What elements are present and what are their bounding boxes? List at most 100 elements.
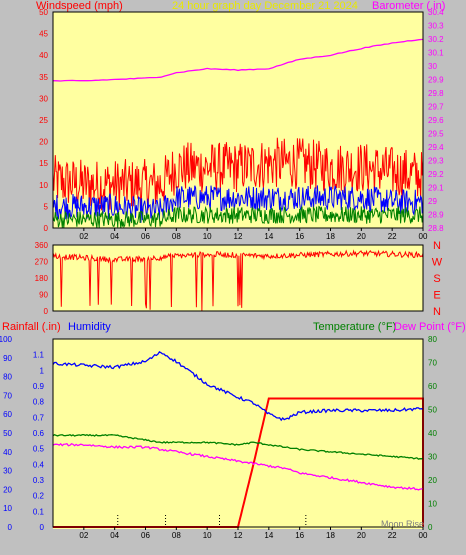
dewpoint-line bbox=[52, 442, 424, 491]
barometer-tick-label: 29.1 bbox=[428, 184, 444, 193]
humidity-tick-label: 50 bbox=[3, 429, 12, 438]
temperature-tick-label: 0 bbox=[428, 523, 433, 532]
compass-label: N bbox=[433, 306, 441, 318]
windspeed-tick-label: 30 bbox=[39, 94, 48, 103]
humidity-tick-label: 10 bbox=[3, 504, 12, 513]
moon-rise-label: Moon Rise bbox=[381, 519, 424, 529]
x-tick-label: 20 bbox=[357, 232, 366, 241]
humidity-title: Humidity bbox=[68, 321, 111, 333]
windspeed-gust-line bbox=[52, 137, 424, 211]
x-tick-label: 16 bbox=[295, 531, 304, 540]
barometer-tick-label: 29.8 bbox=[428, 89, 444, 98]
x-tick-label: 22 bbox=[388, 531, 397, 540]
x-tick-label: 04 bbox=[110, 531, 119, 540]
compass-label: E bbox=[433, 290, 440, 302]
compass-label: N bbox=[433, 240, 441, 252]
windspeed-tick-label: 0 bbox=[44, 224, 49, 233]
rain-humidity-temp-axes: 010203040506070809010000.10.20.30.40.50.… bbox=[0, 335, 437, 540]
rainfall-tick-label: 1 bbox=[40, 366, 45, 375]
compass-label: W bbox=[432, 257, 443, 269]
direction-tick-label: 90 bbox=[39, 291, 48, 300]
x-tick-label: 02 bbox=[79, 531, 88, 540]
windspeed-tick-label: 10 bbox=[39, 181, 48, 190]
temperature-tick-label: 10 bbox=[428, 500, 437, 509]
windspeed-tick-label: 35 bbox=[39, 73, 48, 82]
windspeed-minimum-line bbox=[52, 205, 424, 229]
wind-barometer-series bbox=[52, 38, 424, 229]
rainfall-title: Rainfall (.in) bbox=[2, 321, 61, 333]
barometer-tick-label: 30.2 bbox=[428, 35, 444, 44]
rainfall-tick-label: 0.2 bbox=[33, 492, 45, 501]
rainfall-tick-label: 0.9 bbox=[33, 382, 45, 391]
graph-date-title: 24 hour graph day December 21 2024 bbox=[172, 0, 358, 12]
barometer-tick-label: 30 bbox=[428, 62, 437, 71]
direction-tick-label: 0 bbox=[44, 307, 49, 316]
x-tick-label: 00 bbox=[419, 232, 428, 241]
rainfall-tick-label: 0.3 bbox=[33, 476, 45, 485]
x-tick-label: 08 bbox=[172, 232, 181, 241]
x-tick-label: 22 bbox=[388, 232, 397, 241]
x-tick-label: 06 bbox=[141, 531, 150, 540]
barometer-tick-label: 29.2 bbox=[428, 170, 444, 179]
x-tick-label: 14 bbox=[264, 232, 273, 241]
rainfall-tick-label: 0.5 bbox=[33, 445, 45, 454]
rainfall-tick-label: 0.7 bbox=[33, 413, 45, 422]
rainfall-tick-label: 0 bbox=[40, 523, 45, 532]
x-tick-label: 18 bbox=[326, 531, 335, 540]
humidity-tick-label: 30 bbox=[3, 467, 12, 476]
barometer-tick-label: 29.9 bbox=[428, 76, 444, 85]
x-tick-label: 06 bbox=[141, 232, 150, 241]
barometer-tick-label: 29.6 bbox=[428, 116, 444, 125]
rain-humidity-temp-plot-area bbox=[53, 339, 423, 529]
rainfall-tick-label: 0.4 bbox=[33, 460, 45, 469]
rainfall-tick-label: 0.1 bbox=[33, 507, 45, 516]
humidity-tick-label: 100 bbox=[0, 335, 13, 344]
temperature-tick-label: 40 bbox=[428, 429, 437, 438]
x-tick-label: 12 bbox=[234, 531, 243, 540]
barometer-tick-label: 29.7 bbox=[428, 103, 444, 112]
wind-direction-series bbox=[52, 249, 424, 311]
barometer-tick-label: 29.3 bbox=[428, 157, 444, 166]
barometer-tick-label: 30.1 bbox=[428, 49, 444, 58]
rainfall-tick-label: 0.8 bbox=[33, 398, 45, 407]
humidity-tick-label: 70 bbox=[3, 391, 12, 400]
temperature-tick-label: 60 bbox=[428, 382, 437, 391]
temperature-tick-label: 50 bbox=[428, 406, 437, 415]
temperature-tick-label: 80 bbox=[428, 335, 437, 344]
x-tick-label: 20 bbox=[357, 531, 366, 540]
barometer-line bbox=[52, 38, 424, 82]
barometer-tick-label: 29.5 bbox=[428, 130, 444, 139]
humidity-tick-label: 20 bbox=[3, 485, 12, 494]
windspeed-tick-label: 40 bbox=[39, 51, 48, 60]
humidity-line bbox=[52, 351, 424, 422]
x-tick-label: 10 bbox=[203, 531, 212, 540]
compass-label: S bbox=[433, 273, 440, 285]
temperature-tick-label: 20 bbox=[428, 476, 437, 485]
barometer-tick-label: 29.4 bbox=[428, 143, 444, 152]
temperature-tick-label: 30 bbox=[428, 453, 437, 462]
windspeed-tick-label: 15 bbox=[39, 159, 48, 168]
wind-barometer-axes: 0 5 10 15 20 25 30 35 40 45 50 28.8 28.9 29 29.1 29.2 29… bbox=[39, 8, 444, 241]
direction-tick-label: 270 bbox=[35, 258, 49, 267]
barometer-tick-label: 30.4 bbox=[428, 8, 444, 17]
x-tick-label: 08 bbox=[172, 531, 181, 540]
humidity-tick-label: 0 bbox=[8, 523, 13, 532]
temperature-title: Temperature (°F) bbox=[313, 321, 396, 333]
wind-direction-line bbox=[52, 249, 424, 311]
windspeed-tick-label: 45 bbox=[39, 30, 48, 39]
windspeed-tick-label: 50 bbox=[39, 8, 48, 17]
x-tick-label: 04 bbox=[110, 232, 119, 241]
dewpoint-title: Dew Point (°F) bbox=[394, 321, 466, 333]
x-tick-label: 14 bbox=[264, 531, 273, 540]
x-tick-label: 18 bbox=[326, 232, 335, 241]
x-tick-label: 10 bbox=[203, 232, 212, 241]
humidity-tick-label: 80 bbox=[3, 373, 12, 382]
windspeed-tick-label: 5 bbox=[44, 202, 49, 211]
x-tick-label: 00 bbox=[419, 531, 428, 540]
barometer-tick-label: 29 bbox=[428, 197, 437, 206]
rainfall-tick-label: 1.1 bbox=[33, 351, 45, 360]
windspeed-tick-label: 20 bbox=[39, 138, 48, 147]
barometer-tick-label: 28.9 bbox=[428, 211, 444, 220]
barometer-tick-label: 28.8 bbox=[428, 224, 444, 233]
